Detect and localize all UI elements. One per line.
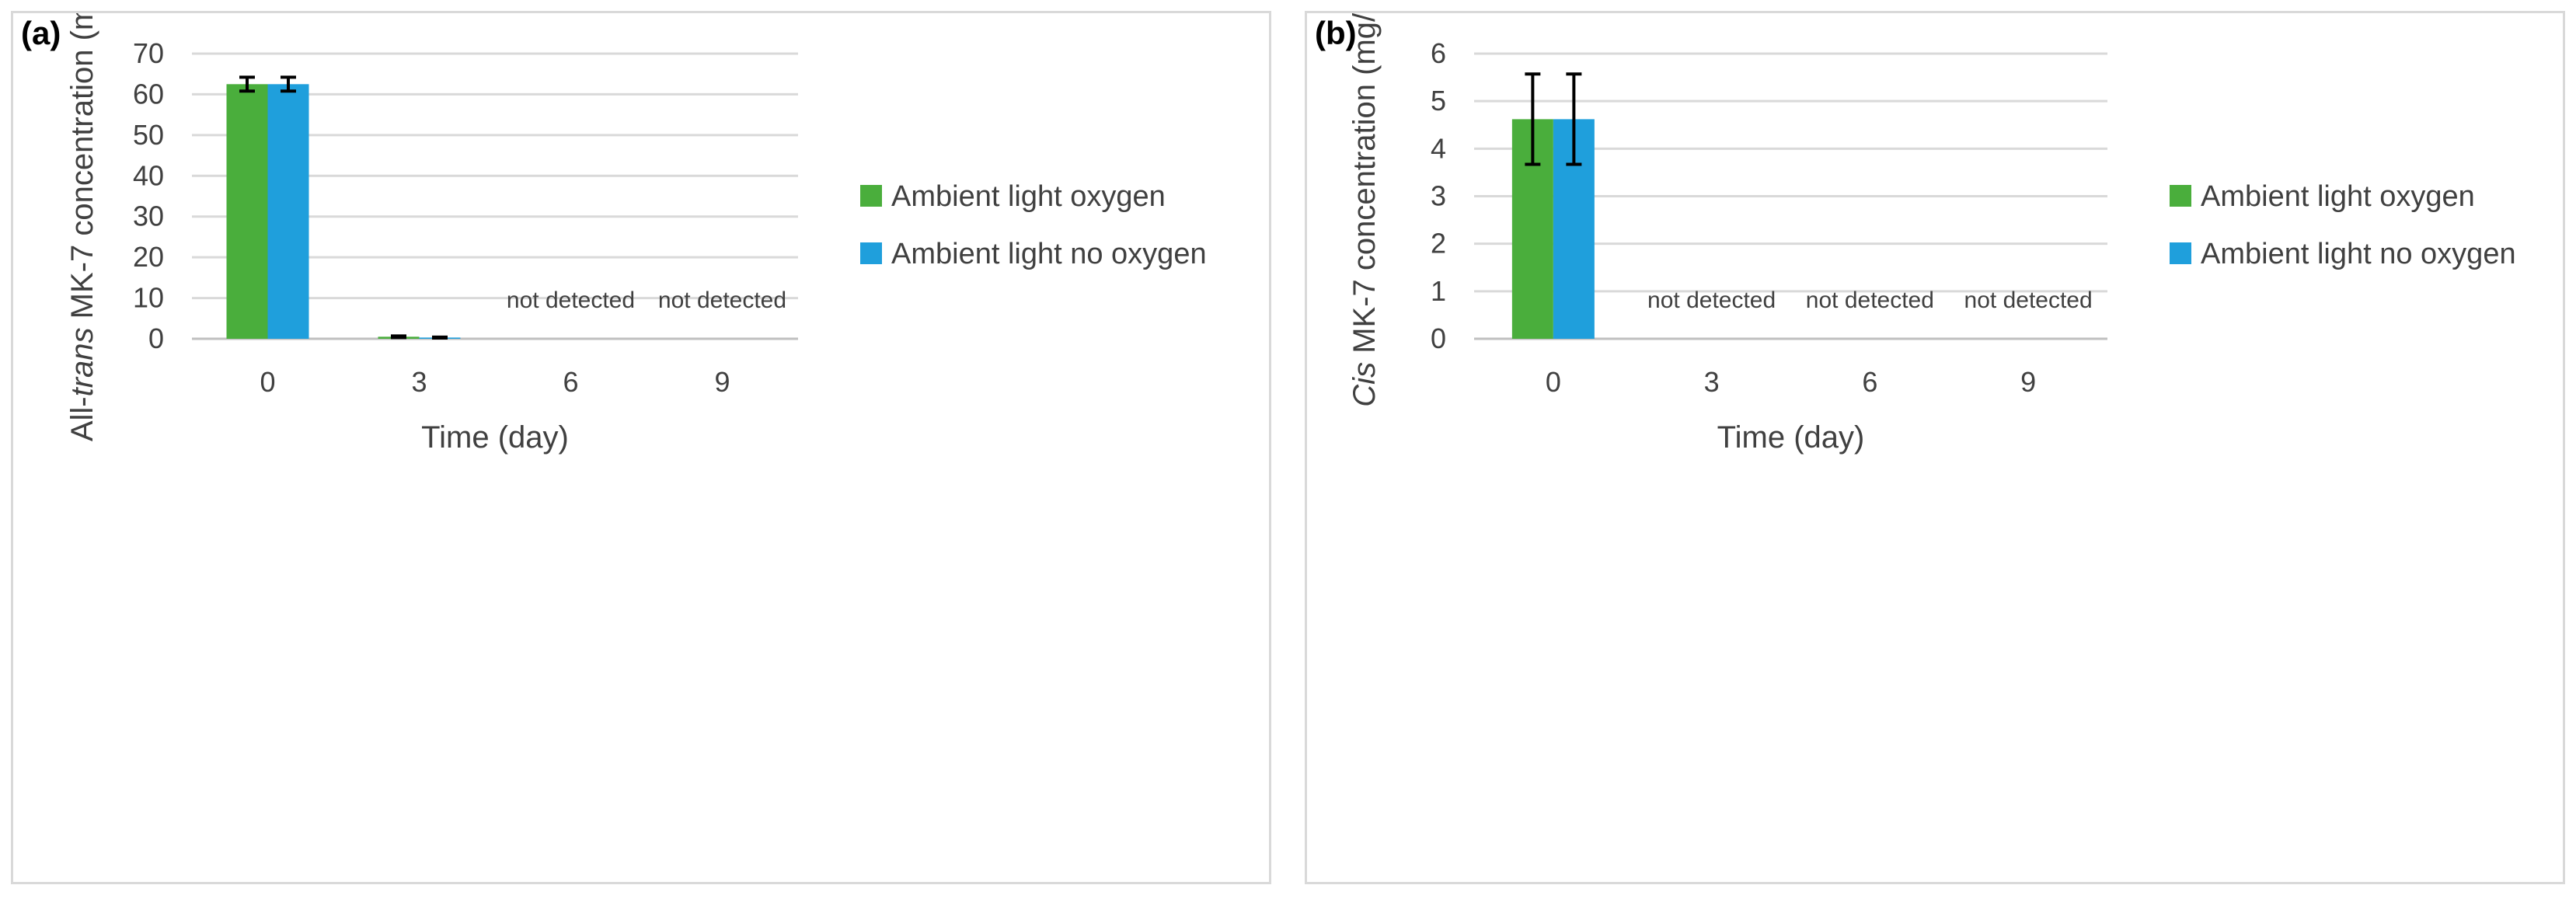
legend-swatch bbox=[860, 242, 882, 264]
panel-label: (a) bbox=[21, 15, 61, 51]
bar bbox=[267, 84, 309, 340]
y-axis-title: All-trans MK-7 concentration (mg/L) bbox=[65, 13, 99, 441]
y-tick-label: 0 bbox=[1431, 322, 1446, 354]
annotation-not-detected: not detected bbox=[1806, 287, 1934, 313]
y-tick-label: 40 bbox=[133, 159, 164, 191]
legend-swatch bbox=[2170, 242, 2191, 264]
y-tick-label: 30 bbox=[133, 200, 164, 232]
y-tick-label: 0 bbox=[148, 322, 164, 354]
annotation-not-detected: not detected bbox=[658, 287, 786, 313]
y-tick-label: 2 bbox=[1431, 228, 1446, 260]
y-axis-title-part: MK-7 concentration (mg/L) bbox=[65, 13, 99, 327]
legend-swatch bbox=[860, 185, 882, 207]
chart-b-svg: (b) 0 1 2 3 4 5 6 0 3 6 9 not detected not detected no… bbox=[1315, 13, 2516, 455]
y-tick-label: 20 bbox=[133, 241, 164, 273]
y-axis-title-part: MK-7 concentration (mg/L) bbox=[1347, 13, 1382, 362]
chart-panel-b: (b) 0 1 2 3 4 5 6 0 3 6 9 not detected not detected no… bbox=[1305, 11, 2565, 884]
annotation-not-detected: not detected bbox=[1964, 287, 2093, 313]
y-tick-label: 6 bbox=[1431, 37, 1446, 69]
x-tick-label: 3 bbox=[1704, 366, 1720, 398]
annotation-not-detected: not detected bbox=[1647, 287, 1776, 313]
legend-swatch bbox=[2170, 185, 2191, 207]
y-tick-label: 10 bbox=[133, 282, 164, 314]
x-tick-label: 6 bbox=[1862, 366, 1877, 398]
x-axis-title: Time (day) bbox=[1717, 420, 1865, 455]
bar bbox=[226, 84, 268, 340]
legend-label: Ambient light oxygen bbox=[891, 180, 1166, 213]
panel-label: (b) bbox=[1315, 15, 1357, 51]
chart-panel-a: (a) 0 10 20 30 40 50 60 70 0 3 6 9 not detected not de… bbox=[11, 11, 1271, 884]
chart-a-svg: (a) 0 10 20 30 40 50 60 70 0 3 6 9 not detected not de… bbox=[21, 13, 1207, 455]
y-tick-label: 3 bbox=[1431, 180, 1446, 212]
y-axis-title: Cis MK-7 concentration (mg/L) bbox=[1347, 13, 1382, 407]
x-tick-label: 0 bbox=[1546, 366, 1561, 398]
y-tick-label: 5 bbox=[1431, 85, 1446, 117]
legend-label: Ambient light oxygen bbox=[2201, 180, 2475, 213]
y-tick-label: 4 bbox=[1431, 132, 1446, 164]
x-tick-label: 6 bbox=[563, 366, 578, 398]
x-tick-label: 9 bbox=[714, 366, 730, 398]
x-tick-label: 9 bbox=[2020, 366, 2036, 398]
y-tick-label: 1 bbox=[1431, 275, 1446, 307]
y-tick-label: 50 bbox=[133, 119, 164, 151]
y-axis-title-italic: trans bbox=[65, 327, 99, 396]
y-tick-label: 60 bbox=[133, 78, 164, 110]
y-tick-label: 70 bbox=[133, 37, 164, 69]
legend-label: Ambient light no oxygen bbox=[891, 238, 1207, 270]
legend-label: Ambient light no oxygen bbox=[2201, 238, 2516, 270]
x-tick-label: 0 bbox=[260, 366, 275, 398]
x-axis-title: Time (day) bbox=[421, 420, 569, 455]
y-axis-title-italic: Cis bbox=[1347, 362, 1382, 407]
annotation-not-detected: not detected bbox=[507, 287, 635, 313]
x-tick-label: 3 bbox=[411, 366, 427, 398]
y-axis-title-part: All- bbox=[65, 396, 99, 441]
